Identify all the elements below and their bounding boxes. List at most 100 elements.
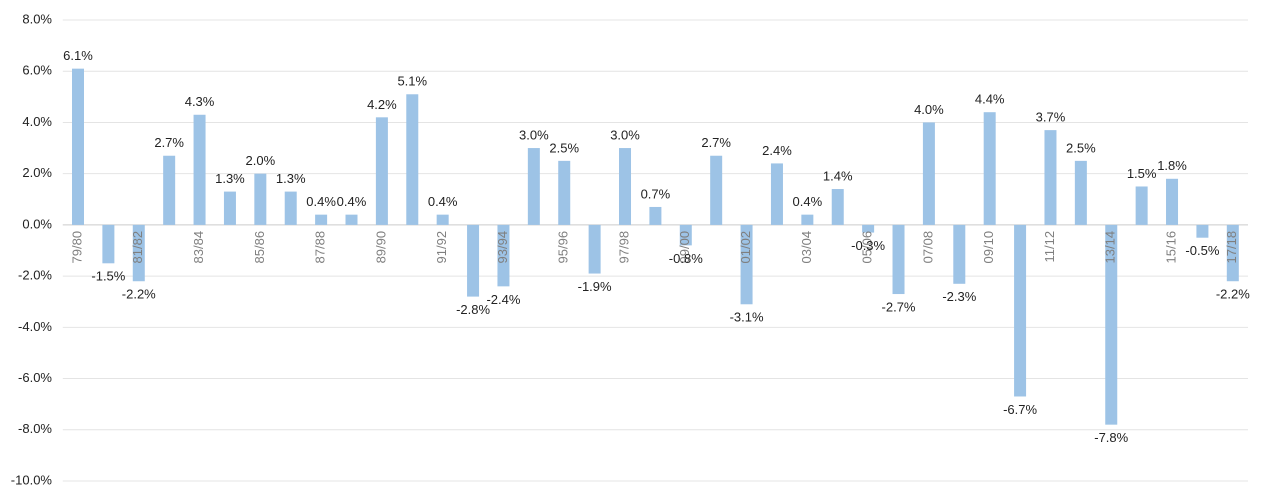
value-label: 1.5% — [1127, 166, 1157, 181]
value-label: 4.2% — [367, 97, 397, 112]
bar — [983, 112, 996, 225]
bar — [406, 94, 419, 225]
bar — [71, 68, 84, 225]
bar — [1105, 224, 1118, 425]
x-tick-label: 91/92 — [434, 231, 449, 264]
value-label: 4.3% — [185, 94, 215, 109]
x-tick-label: 89/90 — [373, 231, 388, 264]
value-label: -2.8% — [456, 302, 490, 317]
y-tick-label: 4.0% — [22, 114, 52, 129]
x-tick-label: 13/14 — [1103, 231, 1118, 264]
value-label: 3.7% — [1036, 110, 1066, 125]
value-label: 1.3% — [215, 171, 245, 186]
value-label: 1.8% — [1157, 158, 1187, 173]
value-label: 4.4% — [975, 92, 1005, 107]
bar — [1135, 186, 1148, 225]
x-tick-label: 11/12 — [1042, 231, 1057, 263]
bar — [223, 191, 236, 225]
bar — [619, 148, 632, 225]
x-tick-label: 83/84 — [191, 231, 206, 264]
value-label: 1.3% — [276, 171, 306, 186]
value-label: -2.4% — [486, 292, 520, 307]
value-label: 2.7% — [701, 135, 731, 150]
bar — [163, 155, 176, 225]
value-label: -2.7% — [882, 299, 916, 314]
value-label: -3.1% — [730, 310, 764, 325]
x-tick-label: 97/98 — [616, 231, 631, 264]
value-label: -0.3% — [851, 238, 885, 253]
bar — [467, 224, 480, 297]
bar — [1014, 224, 1027, 397]
bar — [132, 224, 145, 282]
x-tick-label: 81/82 — [130, 231, 145, 264]
bar — [1044, 130, 1057, 225]
bar — [102, 224, 115, 264]
value-label: 2.5% — [549, 140, 579, 155]
value-label: 3.0% — [519, 127, 549, 142]
value-label: -2.2% — [122, 287, 156, 302]
x-tick-label: 79/80 — [69, 231, 84, 264]
y-tick-label: -10.0% — [11, 472, 53, 487]
x-tick-label: 03/04 — [799, 231, 814, 264]
value-label: 1.4% — [823, 168, 853, 183]
x-tick-label: 09/10 — [981, 231, 996, 264]
value-label: 0.4% — [337, 194, 367, 209]
value-label: 2.4% — [762, 143, 792, 158]
x-tick-label: 95/96 — [556, 231, 571, 264]
bar — [953, 224, 966, 284]
bar — [1226, 224, 1239, 282]
x-tick-label: 93/94 — [495, 231, 510, 264]
x-tick-label: 05/06 — [860, 231, 875, 264]
x-tick-label: 99/00 — [677, 231, 692, 264]
bar — [345, 214, 358, 225]
value-label: 3.0% — [610, 127, 640, 142]
y-tick-label: 6.0% — [22, 63, 52, 78]
value-label: 0.4% — [306, 194, 336, 209]
value-label: -2.2% — [1216, 287, 1250, 302]
bar — [770, 163, 783, 225]
x-tick-label: 17/18 — [1224, 231, 1239, 264]
x-tick-label: 87/88 — [313, 231, 328, 264]
value-label: -0.8% — [669, 251, 703, 266]
value-label: -0.5% — [1185, 243, 1219, 258]
value-label: 5.1% — [397, 74, 427, 89]
y-tick-label: -4.0% — [18, 319, 52, 334]
bar — [497, 224, 510, 287]
y-tick-label: 8.0% — [22, 11, 52, 26]
bar — [375, 117, 388, 225]
x-tick-label: 85/86 — [252, 231, 267, 264]
value-label: 6.1% — [63, 48, 93, 63]
bar — [679, 224, 692, 246]
bar — [527, 148, 540, 225]
y-tick-label: -6.0% — [18, 370, 52, 385]
x-tick-label: 01/02 — [738, 231, 753, 264]
value-label: -7.8% — [1094, 430, 1128, 445]
value-label: 2.5% — [1066, 140, 1096, 155]
bar — [284, 191, 297, 225]
value-label: -6.7% — [1003, 402, 1037, 417]
value-label: -1.5% — [91, 269, 125, 284]
bar — [740, 224, 753, 305]
value-label: 0.4% — [428, 194, 458, 209]
bar — [588, 224, 601, 274]
bar — [831, 189, 844, 225]
x-tick-label: 07/08 — [920, 231, 935, 264]
value-label: 0.7% — [641, 186, 671, 201]
bar — [710, 155, 723, 225]
bar — [892, 224, 905, 295]
bar — [862, 224, 875, 233]
bar — [922, 122, 935, 225]
y-tick-label: 0.0% — [22, 216, 52, 231]
bar — [1074, 160, 1087, 225]
bar — [801, 214, 814, 225]
y-tick-label: -8.0% — [18, 421, 52, 436]
value-label: 2.7% — [154, 135, 184, 150]
value-label: 4.0% — [914, 102, 944, 117]
value-label: -1.9% — [578, 279, 612, 294]
value-label: -2.3% — [942, 289, 976, 304]
y-tick-label: 2.0% — [22, 165, 52, 180]
bar — [193, 114, 206, 225]
bar — [254, 173, 267, 225]
bar — [1166, 178, 1179, 225]
